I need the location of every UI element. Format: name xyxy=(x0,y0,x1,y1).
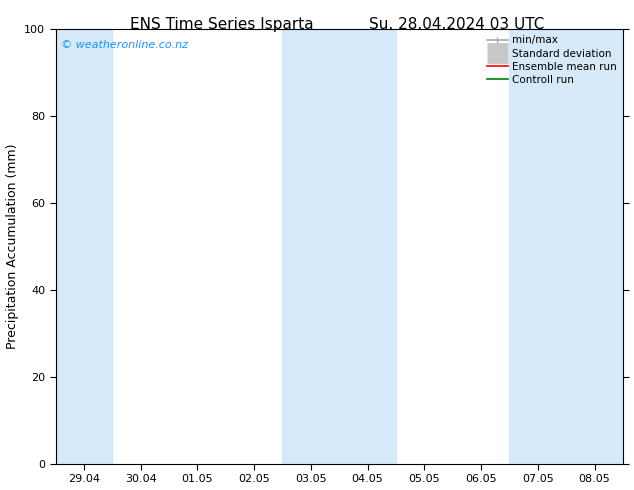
Text: Su. 28.04.2024 03 UTC: Su. 28.04.2024 03 UTC xyxy=(369,17,544,32)
Bar xyxy=(283,29,396,464)
Text: ENS Time Series Isparta: ENS Time Series Isparta xyxy=(130,17,314,32)
Y-axis label: Precipitation Accumulation (mm): Precipitation Accumulation (mm) xyxy=(6,144,18,349)
Bar xyxy=(509,29,623,464)
Bar xyxy=(56,29,112,464)
Text: © weatheronline.co.nz: © weatheronline.co.nz xyxy=(61,40,188,50)
Legend: min/max, Standard deviation, Ensemble mean run, Controll run: min/max, Standard deviation, Ensemble me… xyxy=(482,31,621,89)
